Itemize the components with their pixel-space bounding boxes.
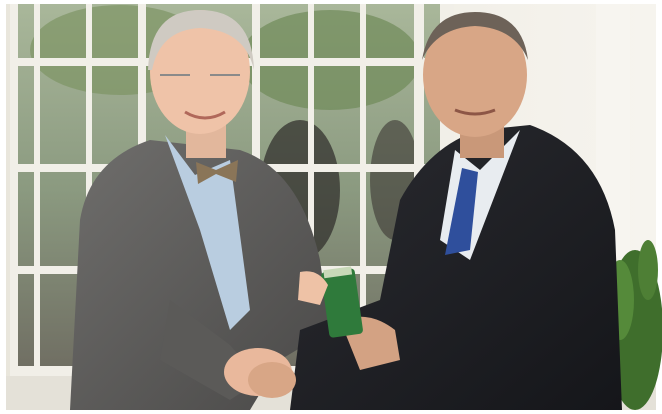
bow-tie: [196, 160, 238, 184]
right-person: [290, 12, 622, 410]
blue-shirt: [165, 135, 250, 330]
green-box: [321, 266, 363, 338]
face: [150, 10, 250, 134]
hair: [422, 12, 528, 60]
smile: [454, 108, 496, 116]
hair: [148, 10, 254, 70]
left-person: [70, 10, 330, 410]
blue-tie: [445, 168, 478, 255]
grey-suit: [70, 140, 330, 410]
smile: [184, 110, 226, 120]
face: [423, 13, 527, 137]
handshake: [224, 348, 296, 398]
hand: [298, 271, 328, 305]
